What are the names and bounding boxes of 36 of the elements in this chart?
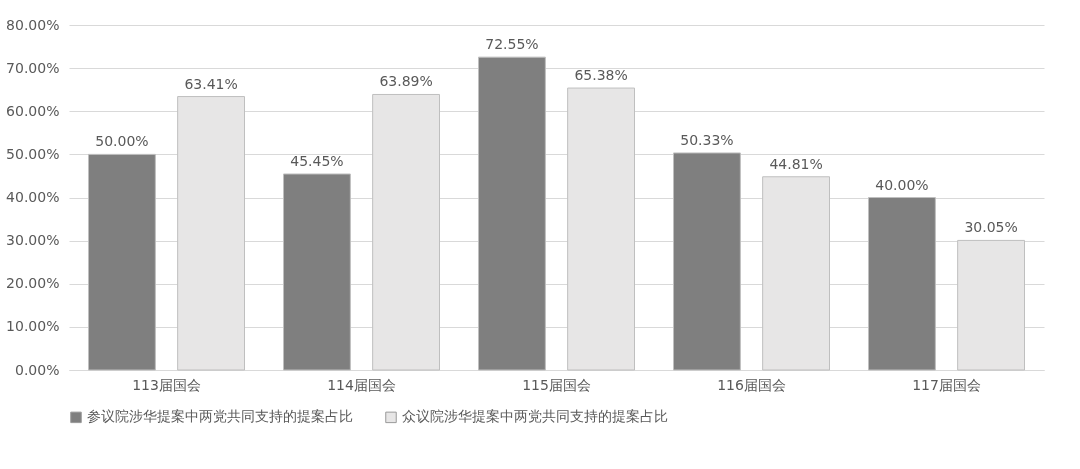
data-label: 45.45% [290,153,344,169]
bar [567,87,635,371]
y-tick-label: 80.00% [6,16,60,33]
bar [88,153,156,371]
x-tick-label: 117届国会 [912,376,981,393]
bar [868,197,936,371]
legend-label: 参议院涉华提案中两党共同支持的提案占比 [87,408,353,425]
data-label: 50.00% [95,133,149,150]
x-tick-label: 115届国会 [522,376,591,393]
y-tick-label: 50.00% [6,145,60,162]
legend-label: 众议院涉华提案中两党共同支持的提案占比 [402,408,668,425]
bar [478,56,546,371]
y-tick-label: 40.00% [6,189,60,205]
bar [673,152,741,371]
y-tick-label: 70.00% [6,59,60,76]
y-tick-label: 10.00% [6,318,60,335]
y-tick-label: 30.00% [6,232,60,249]
data-label: 63.89% [379,73,433,90]
y-tick-label: 20.00% [6,275,60,292]
data-label: 44.81% [769,155,823,172]
y-tick-label: 60.00% [6,102,60,119]
data-label: 63.41% [184,75,238,92]
x-tick-label: 113届国会 [132,376,201,393]
bar [372,93,440,371]
bar [762,176,830,371]
bar [957,239,1025,371]
x-tick-label: 114届国会 [327,376,396,393]
data-label: 50.33% [680,131,734,148]
data-label: 72.55% [485,36,539,53]
data-label: 65.38% [574,67,628,84]
bar [177,96,245,371]
data-label: 30.05% [964,219,1018,236]
y-tick-label: 0.00% [15,361,60,378]
x-tick-label: 116届国会 [717,376,786,393]
data-label: 40.00% [875,176,929,193]
bar [283,173,351,371]
